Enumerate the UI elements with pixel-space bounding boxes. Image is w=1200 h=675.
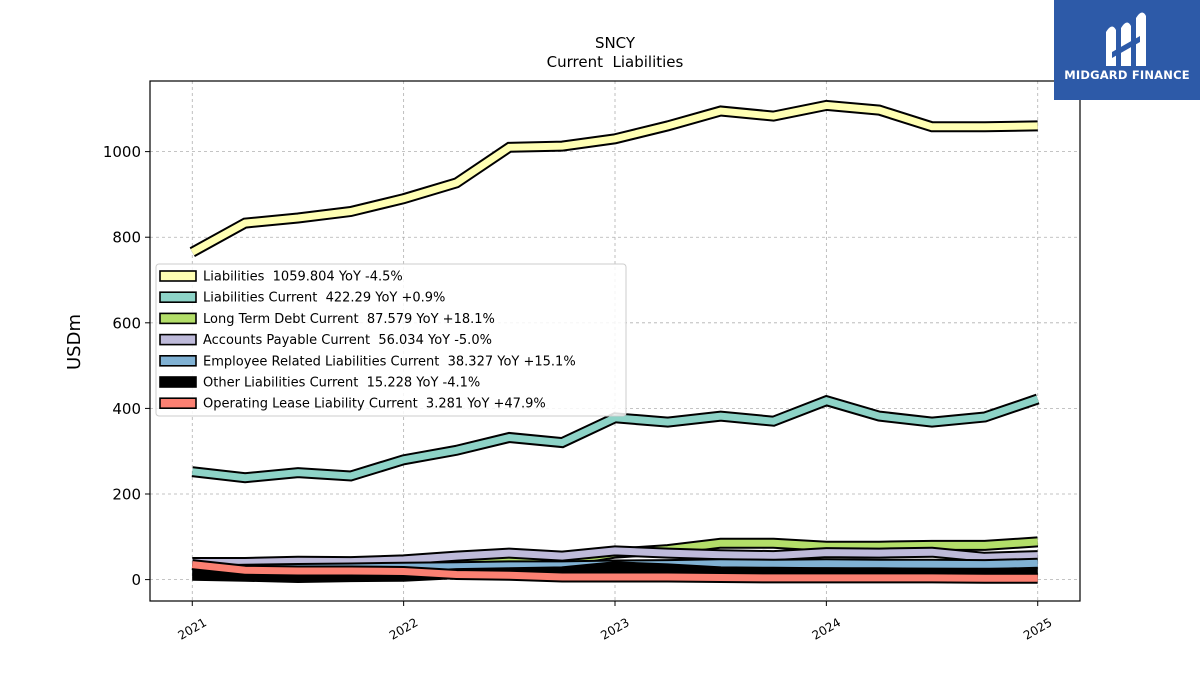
series-layer bbox=[189, 99, 1040, 584]
chart-title: SNCY bbox=[595, 34, 636, 52]
series-liabilities-current bbox=[191, 393, 1040, 484]
y-axis-label: USDm bbox=[64, 314, 85, 370]
x-tick-label: 2023 bbox=[598, 615, 631, 642]
y-tick-label: 1000 bbox=[103, 143, 141, 161]
legend-entry: Accounts Payable Current 56.034 YoY -5.0… bbox=[203, 333, 492, 348]
legend-swatch bbox=[159, 376, 197, 388]
legend: Liabilities 1059.804 YoY -4.5% Liabilitie… bbox=[155, 263, 627, 417]
legend-swatch bbox=[159, 397, 197, 410]
legend-entry: Long Term Debt Current 87.579 YoY +18.1% bbox=[203, 312, 495, 327]
legend-entry: Employee Related Liabilities Current 38.… bbox=[203, 354, 576, 369]
x-tick-label: 2024 bbox=[810, 615, 843, 642]
legend-box bbox=[155, 263, 627, 417]
legend-entry: Liabilities Current 422.29 YoY +0.9% bbox=[203, 291, 445, 306]
legend-swatch bbox=[159, 312, 197, 325]
x-tick-label: 2022 bbox=[387, 615, 420, 642]
legend-swatch bbox=[159, 291, 197, 304]
legend-entry: Liabilities 1059.804 YoY -4.5% bbox=[203, 270, 403, 285]
series-line bbox=[191, 395, 1039, 482]
y-tick-label: 0 bbox=[131, 571, 141, 589]
legend-swatch bbox=[159, 333, 197, 346]
y-tick-label: 400 bbox=[112, 400, 141, 418]
logo-mark-icon bbox=[1106, 12, 1146, 67]
series-line bbox=[190, 101, 1038, 256]
y-tick-label: 800 bbox=[112, 229, 141, 247]
legend-swatch bbox=[159, 270, 197, 282]
series-line bbox=[192, 547, 1038, 566]
x-tick-label: 2021 bbox=[176, 615, 209, 642]
brand-name: MIDGARD FINANCE bbox=[1064, 68, 1190, 82]
x-axis: 2021 2022 2023 2024 2025 bbox=[176, 601, 1054, 643]
series-line bbox=[191, 561, 1038, 582]
series-operating-lease-liability-current bbox=[191, 559, 1038, 584]
legend-swatch bbox=[159, 354, 197, 367]
legend-entry: Other Liabilities Current 15.228 YoY -4.… bbox=[203, 376, 480, 391]
series-liabilities bbox=[189, 99, 1038, 258]
x-tick-label: 2025 bbox=[1021, 615, 1054, 642]
brand-logo: MIDGARD FINANCE bbox=[1054, 0, 1200, 100]
legend-entry: Operating Lease Liability Current 3.281 … bbox=[203, 397, 546, 412]
series-accounts-payable-current bbox=[192, 545, 1038, 568]
y-tick-label: 200 bbox=[112, 486, 141, 504]
y-axis: 0 200 400 600 800 1000 bbox=[103, 143, 150, 589]
chart-subtitle: Current Liabilities bbox=[547, 53, 684, 71]
y-tick-label: 600 bbox=[112, 314, 141, 332]
